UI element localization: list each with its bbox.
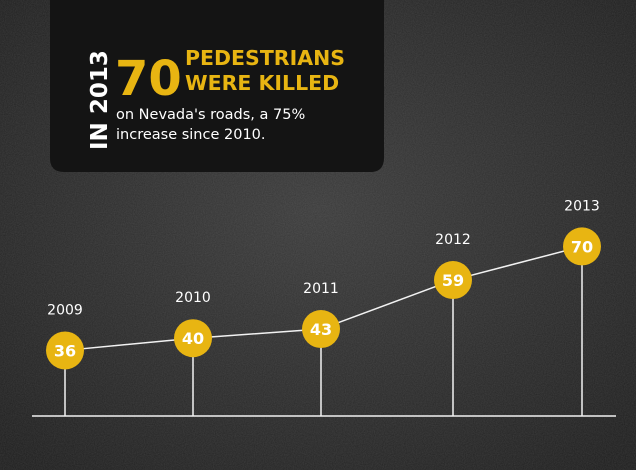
year-label-2013: 2013 [564,198,600,214]
year-label-2011: 2011 [303,281,339,297]
headline-line-2: WERE KILLED [185,71,339,95]
data-point-2011 [302,310,340,349]
year-label-2010: 2010 [175,290,211,306]
data-point-2012 [434,261,472,300]
data-label-2012: 59 [442,271,464,290]
data-label-2010: 40 [182,329,204,348]
headline-year-vertical: IN 2013 [87,50,113,150]
data-point-2009 [46,331,84,370]
data-point-2013 [563,227,601,266]
headline-big-number: 70 [115,51,182,107]
data-label-2011: 43 [310,320,332,339]
headline-panel-background [50,0,384,172]
data-label-2013: 70 [571,237,593,256]
headline-body-line-2: increase since 2010. [116,127,266,143]
year-label-2009: 2009 [47,302,83,318]
data-point-2010 [174,319,212,358]
headline-line-1: PEDESTRIANS [185,46,345,70]
line-chart: 36 2009 40 2010 43 2011 59 2012 70 2013 [32,198,616,417]
headline-panel: IN 2013 70 PEDESTRIANS WERE KILLED on Ne… [50,0,384,172]
year-label-2012: 2012 [435,232,471,248]
data-label-2009: 36 [54,341,76,360]
headline-body-line-1: on Nevada's roads, a 75% [116,107,305,123]
